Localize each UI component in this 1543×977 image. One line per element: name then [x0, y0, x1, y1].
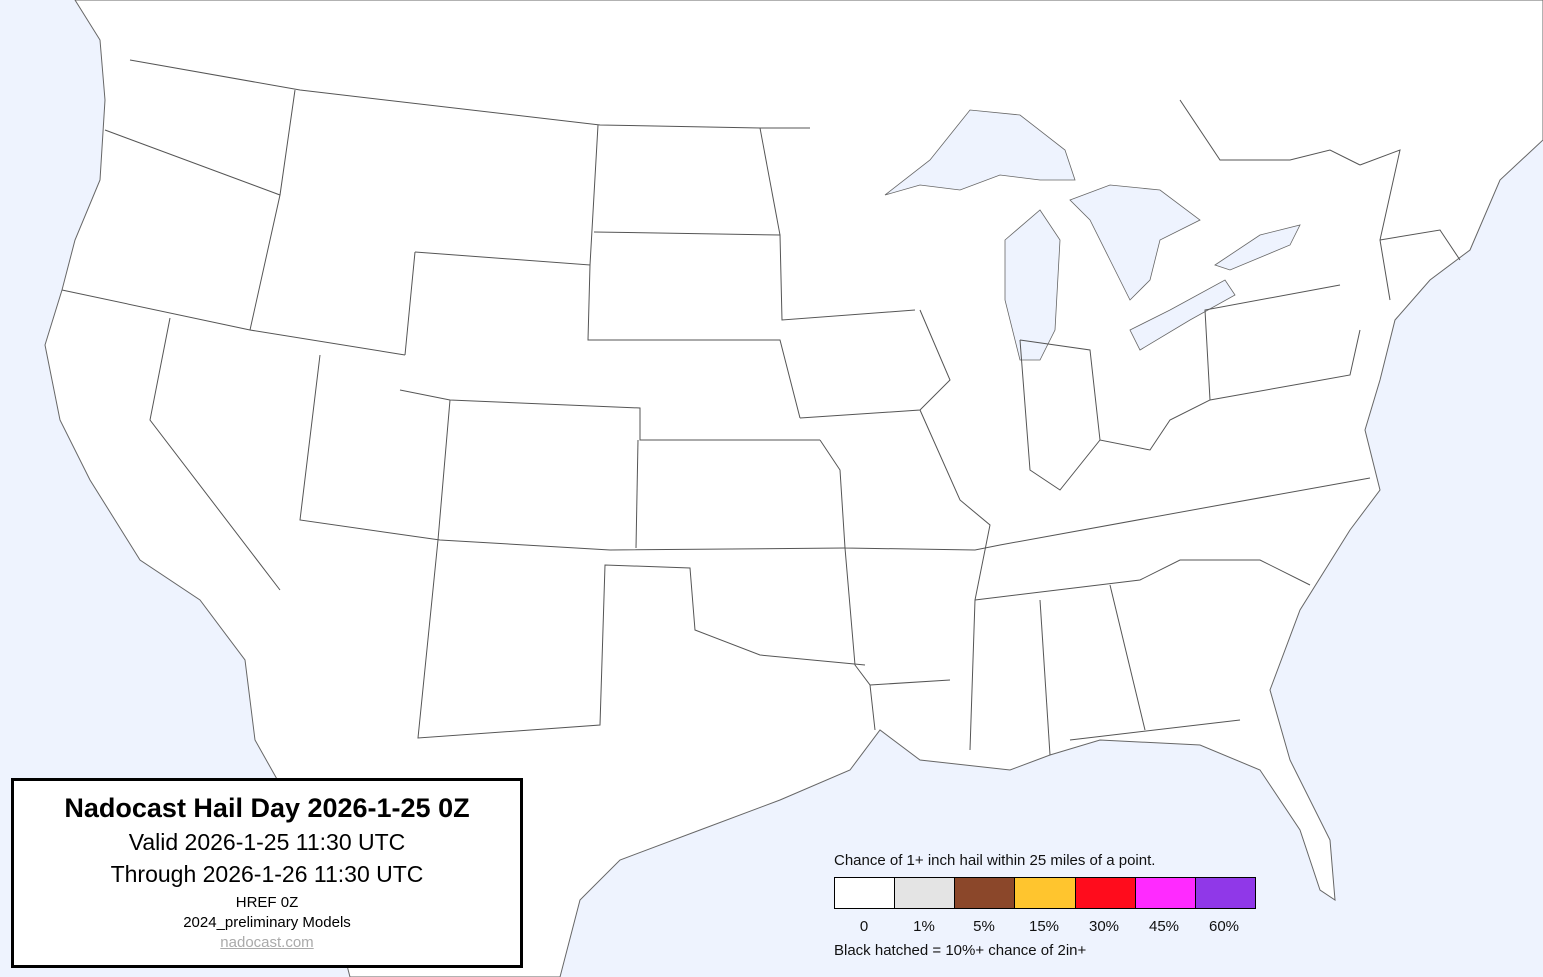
map-title: Nadocast Hail Day 2026-1-25 0Z — [64, 793, 470, 823]
legend-swatch — [895, 878, 956, 908]
valid-time: Valid 2026-1-25 11:30 UTC — [128, 829, 406, 855]
legend: Chance of 1+ inch hail within 25 miles o… — [834, 852, 1256, 959]
nadocast-link[interactable]: nadocast.com — [220, 934, 314, 951]
legend-note: Black hatched = 10%+ chance of 2in+ — [834, 942, 1087, 959]
legend-color-bar — [834, 877, 1256, 909]
legend-tick-label: 45% — [1148, 918, 1180, 935]
models-version: 2024_preliminary Models — [183, 914, 351, 931]
legend-swatch — [1195, 878, 1255, 908]
legend-swatch — [1075, 878, 1136, 908]
land — [44, 0, 1543, 977]
legend-tick-label: 1% — [913, 918, 935, 935]
great-lakes — [884, 109, 1301, 361]
legend-tick-label: 0 — [859, 918, 869, 935]
legend-swatch — [1135, 878, 1196, 908]
title-box: Nadocast Hail Day 2026-1-25 0Z Valid 202… — [11, 778, 523, 968]
legend-tick-label: 5% — [973, 918, 995, 935]
through-time: Through 2026-1-26 11:30 UTC — [110, 861, 424, 887]
state-borders — [61, 59, 1461, 756]
legend-swatch — [955, 878, 1016, 908]
legend-swatch — [835, 878, 896, 908]
legend-swatch — [1015, 878, 1076, 908]
legend-tick-label: 15% — [1028, 918, 1060, 935]
legend-ticks: 0 1% 5% 15% 30% 45% 60% — [834, 918, 1254, 935]
legend-caption: Chance of 1+ inch hail within 25 miles o… — [834, 852, 1156, 869]
legend-tick-label: 30% — [1088, 918, 1120, 935]
model-run: HREF 0Z — [235, 894, 299, 911]
legend-tick-label: 60% — [1208, 918, 1240, 935]
